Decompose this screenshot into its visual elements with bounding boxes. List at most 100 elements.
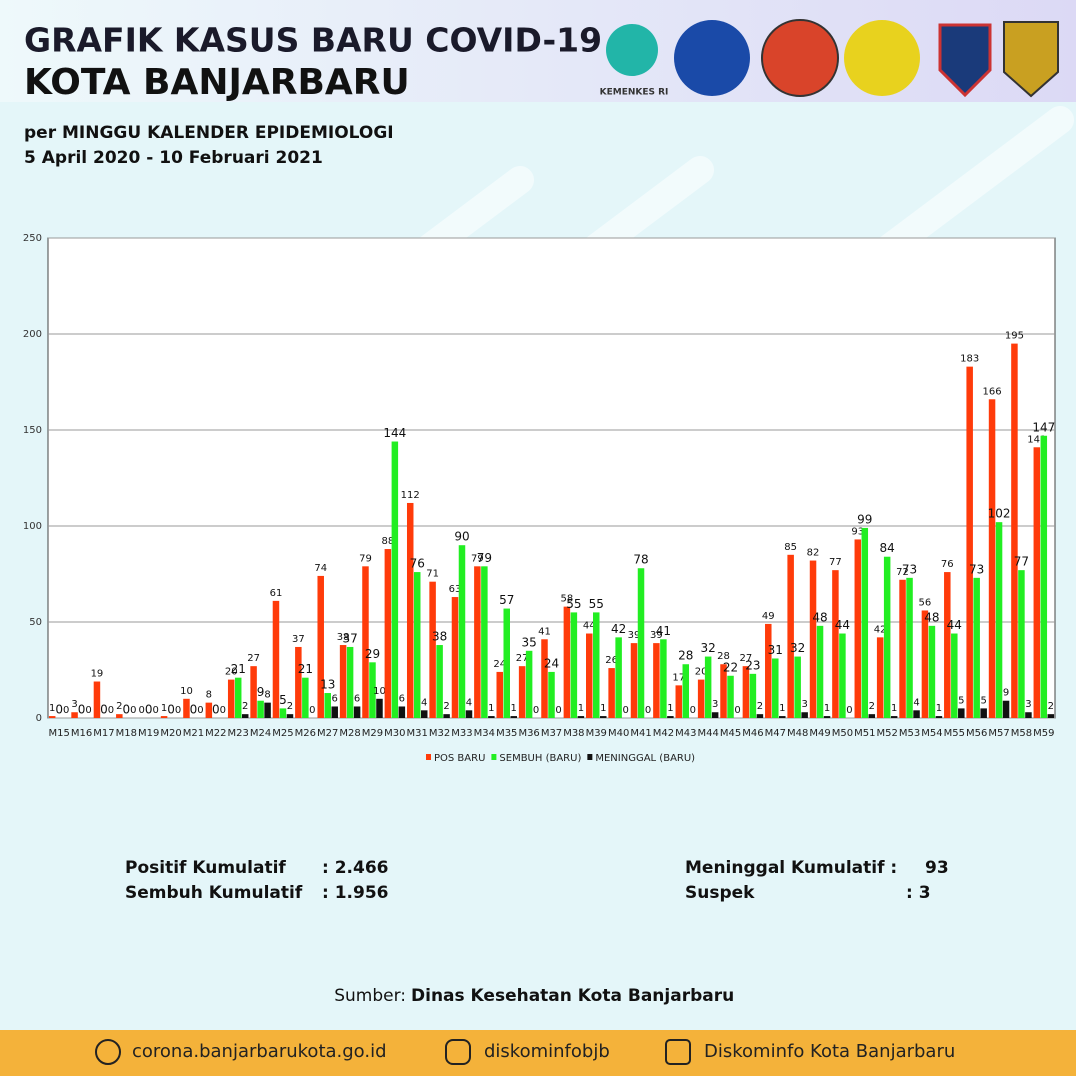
bar [451, 597, 459, 718]
data-label: 0 [190, 703, 198, 717]
logo [938, 23, 992, 98]
data-label: 5 [980, 695, 986, 706]
bar [413, 572, 421, 718]
data-label: 6 [332, 693, 338, 704]
data-label: 74 [314, 563, 327, 574]
bar [577, 716, 585, 718]
data-label: 90 [454, 530, 469, 544]
bar [48, 716, 56, 718]
data-label: 28 [678, 649, 693, 663]
data-label: 9 [257, 685, 265, 699]
data-label: 0 [108, 705, 114, 716]
logo [1003, 21, 1059, 98]
x-tick-label: M27 [317, 728, 338, 739]
data-label: 26 [605, 655, 618, 666]
bar [272, 600, 280, 718]
bar [548, 671, 555, 718]
data-label: 10 [180, 686, 193, 697]
bar [966, 366, 973, 718]
data-label: 71 [426, 569, 439, 580]
x-tick-label: M30 [384, 728, 405, 739]
x-tick-label: M43 [675, 728, 696, 739]
bar [331, 706, 338, 718]
x-tick-label: M38 [563, 728, 584, 739]
data-label: 2 [116, 701, 122, 712]
data-label: 84 [880, 541, 895, 555]
bar [586, 633, 593, 718]
data-label: 1 [936, 703, 942, 714]
x-tick-label: M40 [608, 728, 629, 739]
bar [488, 716, 495, 718]
data-label: 21 [231, 662, 246, 676]
y-tick-label: 0 [36, 713, 42, 724]
bar [675, 685, 683, 718]
bar [541, 639, 548, 718]
bar [727, 675, 734, 718]
web-icon [95, 1039, 121, 1065]
stat-value: : 3 [906, 883, 931, 903]
bar [765, 623, 772, 718]
data-label: 76 [410, 557, 425, 571]
data-label: 0 [533, 705, 539, 716]
data-label: 29 [365, 647, 380, 661]
data-label: 0 [85, 705, 91, 716]
stat-value: : 1.956 [322, 883, 389, 903]
data-label: 1 [161, 703, 167, 714]
data-label: 35 [521, 635, 536, 649]
x-tick-label: M41 [630, 728, 651, 739]
bar [420, 710, 428, 718]
data-label: 39 [628, 630, 641, 641]
bar [1033, 447, 1041, 718]
bar [257, 700, 264, 718]
data-label: 79 [359, 553, 372, 564]
data-label: 49 [762, 611, 775, 622]
x-tick-label: M22 [205, 728, 226, 739]
data-label: 0 [55, 703, 63, 717]
bar [801, 712, 808, 718]
data-label: 3 [801, 699, 807, 710]
data-label: 19 [91, 669, 104, 680]
bar [854, 539, 862, 718]
x-tick-label: M39 [586, 728, 607, 739]
data-label: 6 [399, 693, 405, 704]
x-tick-label: M51 [854, 728, 875, 739]
title: KOTA BANJARBARU [24, 62, 410, 103]
x-tick-label: M57 [988, 728, 1009, 739]
bar [1047, 714, 1055, 718]
bar [913, 710, 920, 718]
bar [660, 639, 667, 718]
data-label: 79 [477, 551, 492, 565]
data-label: 88 [381, 536, 394, 547]
data-label: 13 [320, 678, 335, 692]
x-tick-label: M32 [429, 728, 450, 739]
instagram-icon [445, 1039, 471, 1065]
footer-text: Diskominfo Kota Banjarbaru [704, 1041, 955, 1062]
x-tick-label: M55 [944, 728, 965, 739]
data-label: 1 [779, 703, 785, 714]
data-label: 0 [734, 705, 740, 716]
bar [899, 579, 906, 718]
data-label: 77 [829, 557, 842, 568]
data-label: 28 [717, 651, 730, 662]
data-label: 44 [947, 618, 962, 632]
legend-label: POS BARU [434, 753, 485, 764]
data-label: 44 [835, 618, 850, 632]
data-label: 27 [740, 653, 753, 664]
data-label: 72 [896, 567, 909, 578]
data-label: 58 [561, 594, 574, 605]
bar [988, 399, 996, 718]
x-tick-label: M23 [228, 728, 249, 739]
data-label: 1 [824, 703, 830, 714]
source-label: Sumber: [334, 986, 406, 1006]
bar [71, 712, 78, 718]
data-label: 3 [712, 699, 718, 710]
bar [794, 656, 801, 718]
data-label: 1 [49, 703, 55, 714]
bar [958, 708, 965, 718]
bar [951, 633, 958, 718]
data-label: 38 [337, 632, 350, 643]
facebook-icon [665, 1039, 691, 1065]
data-label: 20 [225, 667, 238, 678]
data-label: 57 [499, 593, 514, 607]
y-tick-label: 50 [29, 617, 42, 628]
